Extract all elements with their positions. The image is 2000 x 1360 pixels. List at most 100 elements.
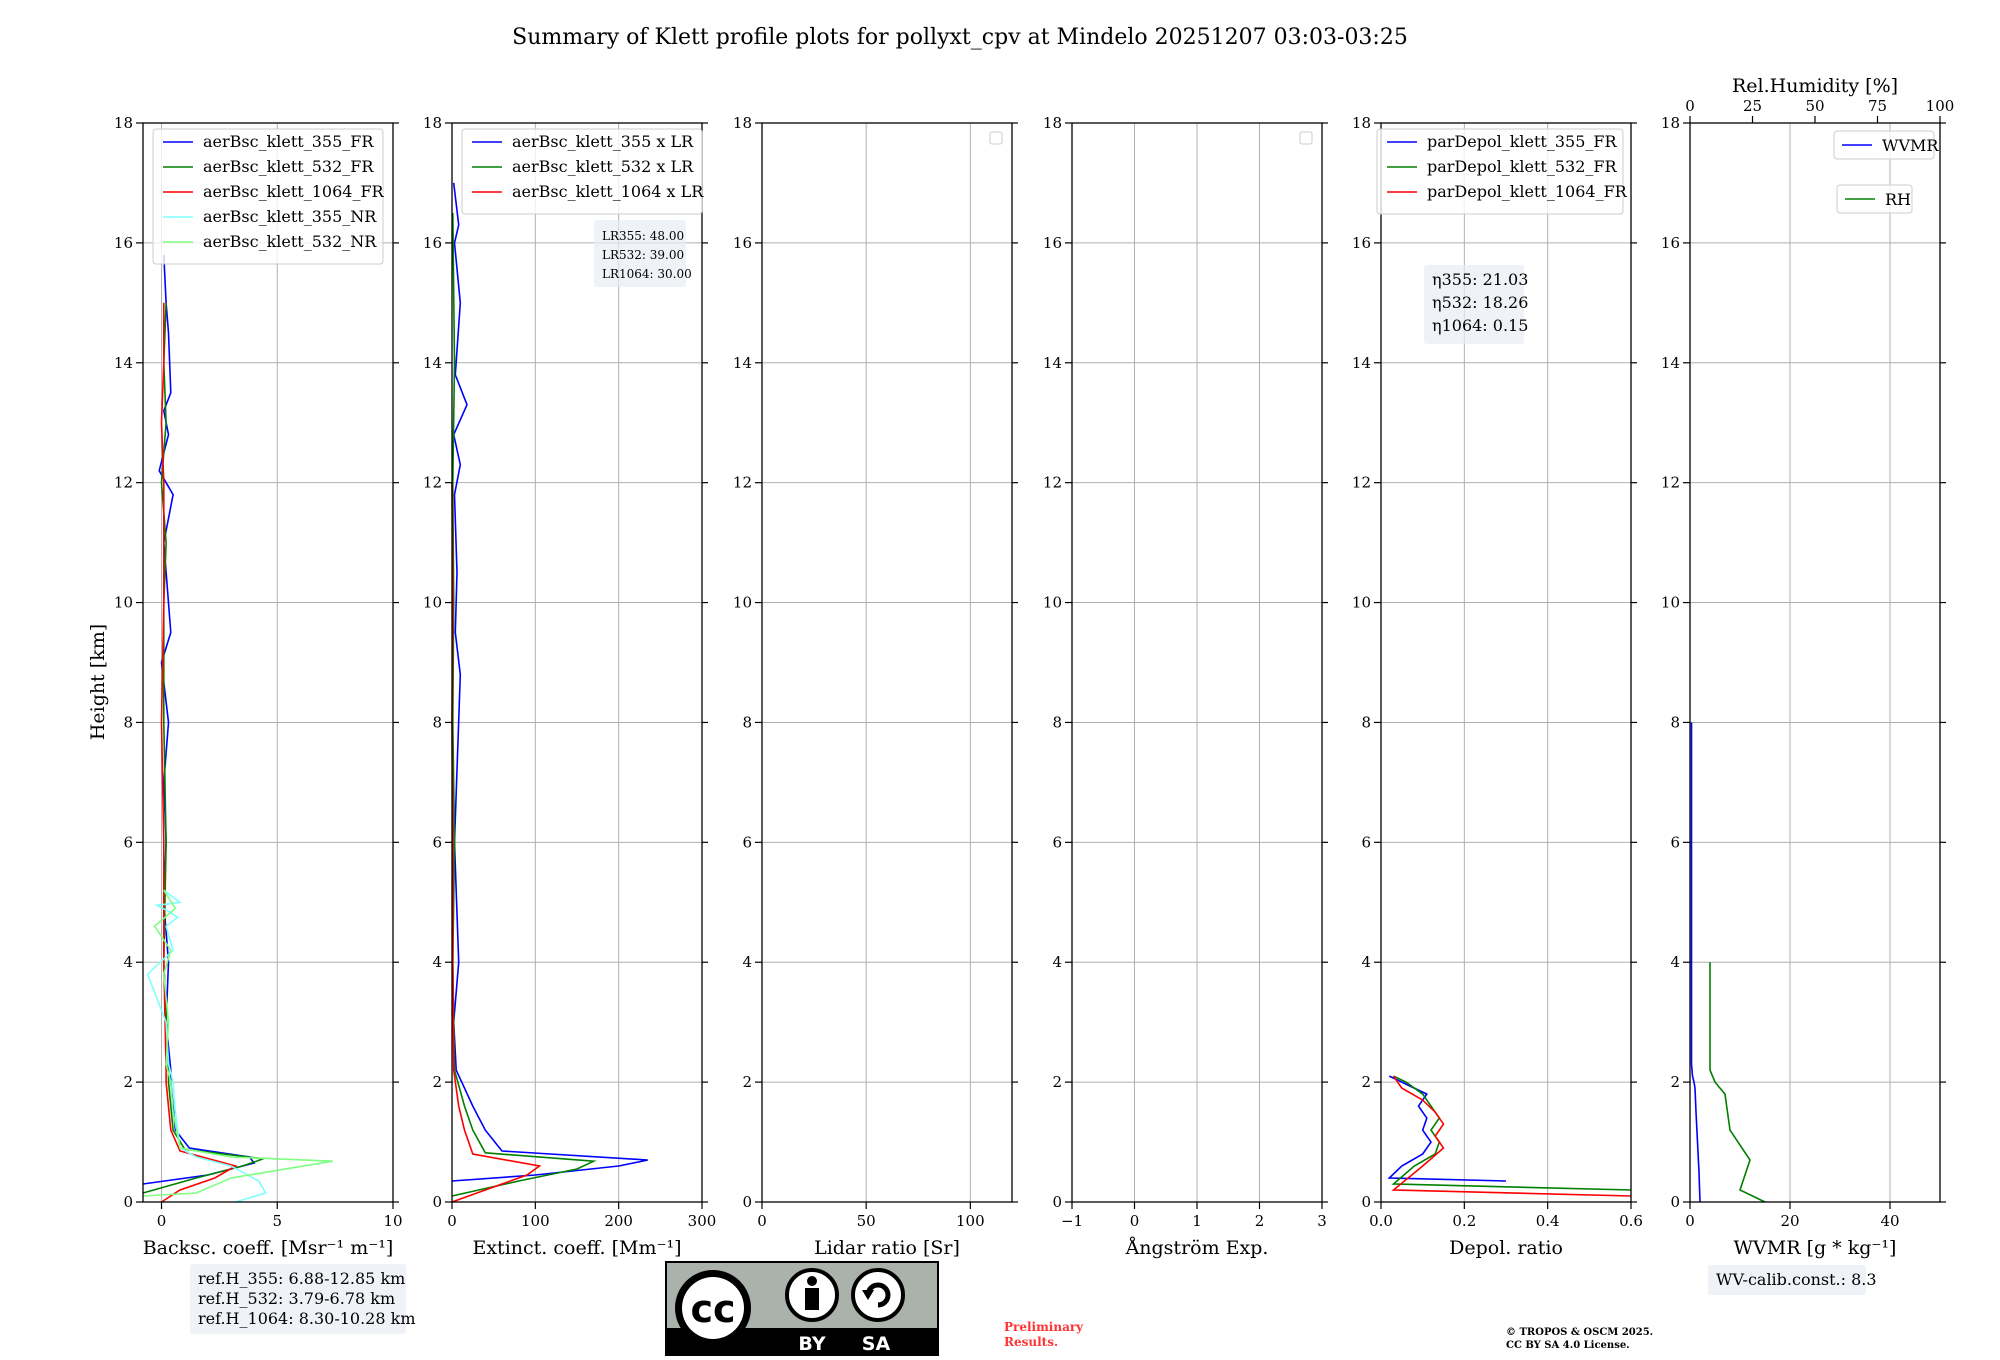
top-x-axis-label: Rel.Humidity [%] [1732,75,1898,97]
y-tick-label: 14 [733,354,752,372]
y-tick-label: 10 [733,594,752,612]
legend-entry: WVMR [1882,136,1939,155]
x-axis-label: Backsc. coeff. [Msr⁻¹ m⁻¹] [143,1237,394,1259]
series-line-4 [142,889,333,1197]
x-tick-label: 200 [604,1212,633,1230]
empty-legend [989,131,1003,145]
series-line-1 [1709,962,1766,1203]
y-tick-label: 10 [1352,594,1371,612]
x-tick-label: 0.0 [1369,1212,1393,1230]
y-tick-label: 18 [1661,114,1680,132]
annotation-line: η532: 18.26 [1432,293,1528,312]
y-tick-label: 18 [1043,114,1062,132]
legend-box [152,128,384,265]
x-tick-label: 0.4 [1536,1212,1560,1230]
series-line-0 [142,254,256,1185]
y-tick-label: 16 [1043,234,1062,252]
annotation-line: η1064: 0.15 [1432,316,1528,335]
axes-frame [451,122,703,1203]
legend-entry: aerBsc_klett_1064 x LR [512,182,704,201]
legend-entry: aerBsc_klett_532_NR [203,232,377,251]
legend-1: RH [1836,184,1913,214]
x-tick-label: 3 [1317,1212,1327,1230]
y-tick-label: 4 [742,953,752,971]
by-label: BY [798,1333,825,1355]
y-tick-label: 8 [742,713,752,731]
annotation-line: LR532: 39.00 [602,248,684,262]
y-tick-label: 16 [1661,234,1680,252]
x-tick-label: 0 [757,1212,767,1230]
y-tick-label: 2 [1361,1073,1371,1091]
y-tick-label: 8 [432,713,442,731]
x-tick-label: 100 [521,1212,550,1230]
y-tick-label: 12 [1352,474,1371,492]
y-tick-label: 14 [1661,354,1680,372]
sa-label: SA [862,1333,891,1355]
legend-entry: parDepol_klett_355_FR [1427,132,1618,151]
x-tick-label: 10 [383,1212,402,1230]
series-line-2 [1391,1075,1632,1197]
y-tick-label: 0 [432,1193,442,1211]
panel-depol: 0.0 0.2 0.4 0.6 0 2 4 6 8 10 12 14 16 18 Depol. ratio p… [1352,114,1643,1259]
cc-inner-circle [682,1277,744,1339]
y-tick-label: 0 [1670,1193,1680,1211]
series-group [1690,722,1766,1203]
series-group [1387,1075,1632,1197]
y-tick-label: 8 [1052,713,1062,731]
panel-wv: 0 20 40 0 2 4 6 8 10 12 14 16 18 0 25 50 75 100 Rel.Humidi… [1661,75,1954,1295]
y-tick-label: 18 [114,114,133,132]
y-tick-label: 0 [123,1193,133,1211]
empty-legend [1299,131,1313,145]
y-tick-label: 2 [1052,1073,1062,1091]
y-tick-label: 12 [733,474,752,492]
legend-entry: parDepol_klett_1064_FR [1427,182,1628,201]
y-tick-label: 4 [432,953,442,971]
copyright-line-2: CC BY SA 4.0 License. [1506,1340,1630,1351]
y-tick-label: 6 [1361,833,1371,851]
legend-entry: aerBsc_klett_355_FR [203,132,374,151]
top-x-tick-label: 75 [1868,97,1887,115]
legend: aerBsc_klett_355 x LR aerBsc_klett_532 x … [461,128,704,215]
legend: aerBsc_klett_355_FR aerBsc_klett_532_FRae… [152,128,385,265]
axes-frame [1689,122,1941,1203]
y-tick-label: 8 [123,713,133,731]
annotation-background [594,220,686,287]
copyright-line-1: © TROPOS & OSCM 2025. [1506,1327,1653,1338]
y-axis-label: Height [km] [87,624,109,740]
legend: parDepol_klett_355_FR parDepol_klett_532_… [1376,128,1628,215]
y-tick-label: 6 [1670,833,1680,851]
legend-box [1376,128,1624,215]
panel-ext: 0 100 200 300 0 2 4 6 8 10 12 14 16 18 Extinct. coeff.… [423,114,716,1259]
y-tick-label: 6 [742,833,752,851]
cc-license-badge[interactable]: cc BY SA [665,1261,939,1356]
legend-entry: aerBsc_klett_355 x LR [512,132,694,151]
x-axis-label: WVMR [g * kg⁻¹] [1734,1237,1897,1259]
top-x-tick-label: 50 [1805,97,1824,115]
x-tick-label: 40 [1880,1212,1899,1230]
annotation-box: η355: 21.03 η532: 18.26 η1064: 0.15 [1424,265,1528,344]
legend-0: WVMR [1833,130,1939,160]
y-tick-label: 2 [123,1073,133,1091]
x-tick-label: 1 [1192,1212,1202,1230]
axes-frame [142,122,394,1203]
y-tick-label: 6 [1052,833,1062,851]
x-tick-label: 50 [857,1212,876,1230]
legend-entry: aerBsc_klett_355_NR [203,207,377,226]
series-line-1 [451,212,597,1197]
x-tick-label: 100 [956,1212,985,1230]
x-tick-label: 0 [157,1212,167,1230]
annotation-box: WV-calib.const.: 8.3 [1708,1265,1877,1295]
y-tick-label: 0 [1052,1193,1062,1211]
top-x-tick-label: 25 [1743,97,1762,115]
legend-entry: parDepol_klett_532_FR [1427,157,1618,176]
preliminary-line-2: Results. [1004,1335,1058,1349]
y-tick-label: 0 [1361,1193,1371,1211]
y-tick-label: 12 [423,474,442,492]
y-tick-label: 12 [114,474,133,492]
x-tick-label: 300 [688,1212,717,1230]
y-tick-label: 10 [114,594,133,612]
